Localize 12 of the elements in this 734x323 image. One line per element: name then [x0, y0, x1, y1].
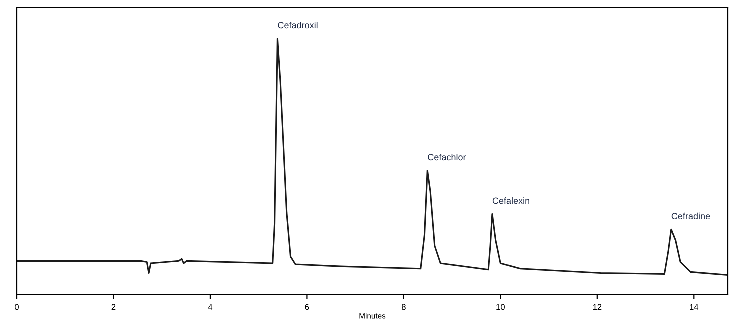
x-tick-label: 2	[112, 304, 116, 310]
annotation: Cefalexin	[492, 198, 530, 204]
annotation: Cefradine	[672, 212, 710, 220]
annotation: Cefadroxil	[278, 22, 318, 29]
x-tick-label: 0	[15, 304, 19, 310]
x-tick-label: 10	[496, 304, 505, 310]
x-tick-label: 14	[690, 304, 699, 310]
x-tick-label: 6	[305, 304, 310, 310]
x-tick-label: 12	[593, 304, 602, 310]
annotation: Cefachlor	[428, 154, 466, 161]
x-tick-label: 8	[402, 304, 406, 310]
x-tick-label: 4	[208, 304, 213, 310]
